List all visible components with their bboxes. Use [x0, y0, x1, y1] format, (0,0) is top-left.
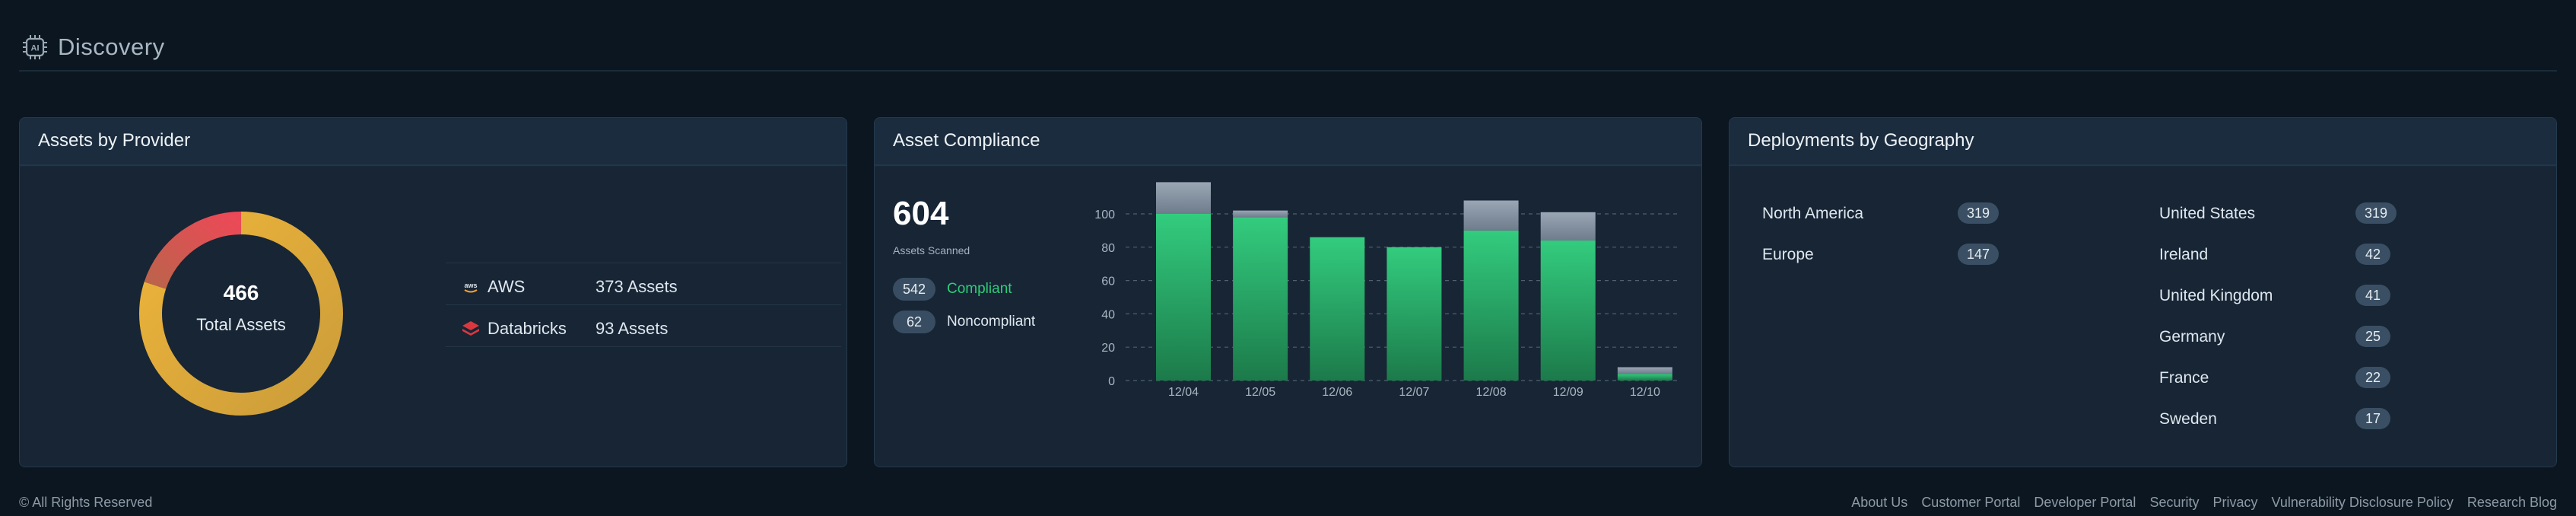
provider-donut-chart[interactable] — [127, 199, 355, 428]
y-tick-label: 0 — [1108, 375, 1115, 388]
x-tick-label: 12/04 — [1168, 386, 1199, 399]
assets-scanned-value: 604 — [893, 195, 949, 232]
provider-value: 93 Assets — [596, 319, 669, 338]
bar-compliant — [1463, 230, 1519, 381]
country-count-badge: 22 — [2355, 367, 2390, 388]
footer-link-privacy[interactable]: Privacy — [2212, 495, 2258, 510]
provider-value: 373 Assets — [596, 277, 678, 296]
card-title: Assets by Provider — [38, 130, 191, 151]
y-tick-label: 20 — [1101, 342, 1115, 355]
card-header — [20, 118, 846, 166]
country-row[interactable]: Sweden 17 — [2159, 406, 2418, 433]
bar-compliant — [1617, 374, 1672, 381]
noncompliant-count-badge: 62 — [893, 311, 935, 333]
x-tick-label: 12/08 — [1476, 386, 1507, 399]
bar-noncompliant — [1463, 200, 1519, 231]
donut-segment-databricks[interactable] — [144, 212, 241, 289]
x-tick-label: 12/06 — [1322, 386, 1352, 399]
region-row[interactable]: North America 319 — [1762, 200, 1999, 228]
x-tick-label: 12/09 — [1553, 386, 1583, 399]
bar-compliant — [1156, 214, 1211, 381]
region-count-badge: 319 — [1958, 202, 1999, 224]
country-name: Ireland — [2159, 246, 2209, 263]
x-tick-label: 12/10 — [1630, 386, 1660, 399]
bar-compliant — [1540, 240, 1596, 381]
country-row[interactable]: Ireland 42 — [2159, 241, 2418, 269]
bar-noncompliant — [1540, 212, 1596, 241]
country-row[interactable]: Germany 25 — [2159, 323, 2418, 351]
bar-noncompliant — [1617, 367, 1672, 374]
country-name: Sweden — [2159, 410, 2217, 428]
assets-by-provider-card: Assets by Provider 466 Total Assets aw — [19, 117, 847, 467]
divider — [446, 346, 841, 347]
card-title: Asset Compliance — [893, 130, 1040, 151]
country-count-badge: 41 — [2355, 285, 2390, 306]
bar-compliant — [1233, 217, 1288, 381]
svg-text:AI: AI — [31, 44, 40, 53]
provider-row-databricks[interactable]: Databricks 93 Assets — [442, 314, 822, 345]
databricks-icon — [462, 321, 479, 336]
footer-link-developer-portal[interactable]: Developer Portal — [2034, 495, 2136, 510]
country-row[interactable]: France 22 — [2159, 365, 2418, 392]
provider-row-aws[interactable]: aws AWS 373 Assets — [442, 272, 822, 303]
x-tick-label: 12/07 — [1399, 386, 1429, 399]
bar-compliant — [1310, 237, 1365, 381]
footer-link-security[interactable]: Security — [2149, 495, 2200, 510]
country-row[interactable]: United Kingdom 41 — [2159, 282, 2418, 310]
country-name: France — [2159, 369, 2209, 387]
divider — [446, 304, 841, 305]
country-name: Germany — [2159, 328, 2225, 346]
bar-noncompliant — [1156, 182, 1211, 214]
page-title: Discovery — [58, 33, 165, 60]
country-count-badge: 319 — [2355, 202, 2397, 224]
card-body: North America 319 Europe 147 United Stat… — [1730, 167, 2556, 467]
footer-link-about-us[interactable]: About Us — [1851, 495, 1908, 510]
provider-name: Databricks — [488, 319, 567, 338]
y-tick-label: 40 — [1101, 308, 1115, 321]
y-tick-label: 100 — [1094, 209, 1115, 221]
page-header: AI Discovery — [19, 30, 2557, 72]
card-title: Deployments by Geography — [1748, 130, 1974, 151]
compliant-label[interactable]: Compliant — [947, 281, 1012, 297]
country-name: United Kingdom — [2159, 287, 2273, 304]
asset-compliance-card: Asset Compliance 604 Assets Scanned 542 … — [874, 117, 1702, 467]
footer-copyright: © All Rights Reserved — [19, 495, 153, 510]
country-row[interactable]: United States 319 — [2159, 200, 2418, 228]
bar-noncompliant — [1233, 210, 1288, 218]
card-body: 604 Assets Scanned 542 Compliant 62 Nonc… — [875, 167, 1701, 467]
card-body: 466 Total Assets aws AWS 373 Assets Data… — [20, 167, 846, 467]
country-count-badge: 17 — [2355, 408, 2390, 429]
card-header — [1730, 118, 2556, 166]
footer-links: About Us Customer Portal Developer Porta… — [1851, 495, 2557, 511]
compliance-bar-chart: 0 20 40 60 80 100 12/04 12/05 12/06 12/07 12/08 12/… — [1094, 182, 1679, 399]
footer-link-vulnerability-disclosure[interactable]: Vulnerability Disclosure Policy — [2271, 495, 2454, 510]
bar-compliant — [1386, 247, 1442, 381]
region-name: North America — [1762, 205, 1864, 222]
footer-link-customer-portal[interactable]: Customer Portal — [1921, 495, 2021, 510]
footer-link-research-blog[interactable]: Research Blog — [2466, 495, 2557, 510]
aws-icon: aws — [464, 282, 478, 293]
y-tick-label: 60 — [1101, 276, 1115, 288]
compliant-count-badge: 542 — [893, 278, 935, 301]
x-tick-label: 12/05 — [1245, 386, 1275, 399]
region-name: Europe — [1762, 246, 1814, 263]
ai-chip-icon: AI — [23, 35, 47, 59]
region-row[interactable]: Europe 147 — [1762, 241, 1999, 269]
country-count-badge: 25 — [2355, 326, 2390, 347]
total-assets-label: Total Assets — [196, 315, 286, 334]
country-name: United States — [2159, 205, 2256, 222]
deployments-by-geography-card: Deployments by Geography North America 3… — [1729, 117, 2557, 467]
noncompliant-label[interactable]: Noncompliant — [947, 314, 1036, 330]
country-count-badge: 42 — [2355, 244, 2390, 265]
region-count-badge: 147 — [1958, 244, 1999, 265]
provider-name: AWS — [488, 277, 526, 296]
y-tick-label: 80 — [1101, 242, 1115, 255]
assets-scanned-label: Assets Scanned — [893, 244, 970, 256]
card-header — [875, 118, 1701, 166]
total-assets-value: 466 — [223, 281, 259, 304]
svg-text:aws: aws — [464, 282, 477, 289]
